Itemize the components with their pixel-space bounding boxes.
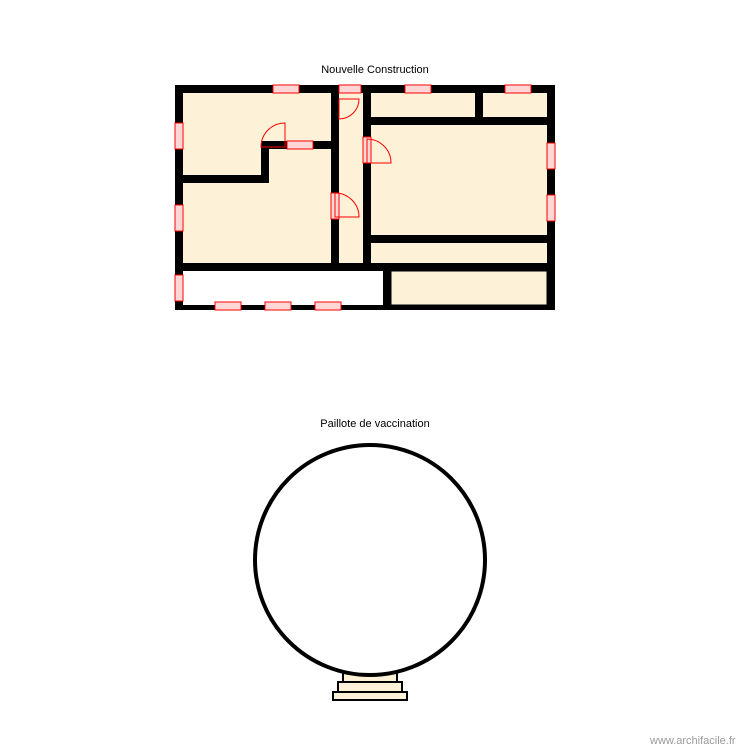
floorplan — [175, 85, 555, 310]
title-bottom: Paillote de vaccination — [320, 418, 429, 430]
paillote — [255, 445, 485, 700]
title-top: Nouvelle Construction — [321, 64, 429, 76]
watermark: www.archifacile.fr — [650, 735, 736, 747]
drawing-canvas — [0, 0, 750, 750]
